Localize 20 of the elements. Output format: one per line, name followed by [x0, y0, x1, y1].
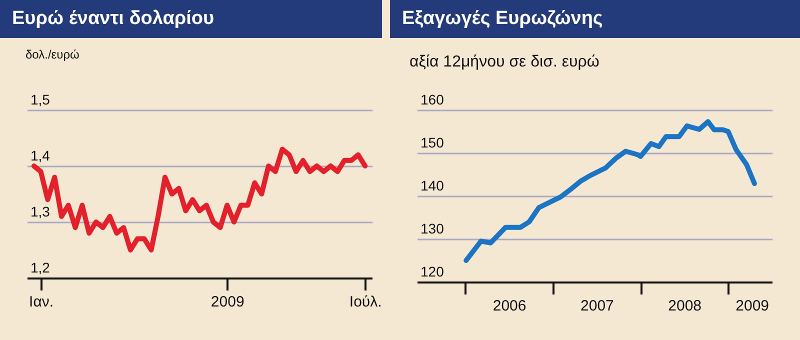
x-tick-label: Ιούλ.: [349, 294, 382, 310]
x-tick-label: 2006: [492, 298, 526, 314]
x-tick-label: 2008: [668, 298, 702, 314]
x-tick-label: 2007: [580, 298, 614, 314]
y-tick-label: 150: [420, 134, 444, 150]
y-axis-title: δολ./ευρώ: [26, 48, 80, 62]
y-tick-label: 1,2: [30, 260, 50, 276]
y-tick-label: 160: [420, 92, 444, 108]
y-tick-label: 140: [420, 178, 444, 194]
x-tick-label: 2009: [210, 294, 244, 310]
y-tick-label: 1,5: [30, 92, 50, 108]
chart-title: Εξαγωγές Ευρωζώνης: [390, 0, 800, 38]
y-axis-title: αξία 12μήνου σε δισ. ευρώ: [410, 54, 600, 70]
x-tick-label: 2009: [736, 298, 770, 314]
y-tick-label: 1,4: [30, 148, 50, 164]
chart-title: Ευρώ έναντι δολαρίου: [0, 0, 382, 38]
y-tick-label: 1,3: [30, 204, 50, 220]
y-tick-label: 130: [420, 220, 444, 236]
y-tick-label: 120: [420, 264, 444, 280]
x-tick-label: Ιαν.: [29, 294, 54, 310]
